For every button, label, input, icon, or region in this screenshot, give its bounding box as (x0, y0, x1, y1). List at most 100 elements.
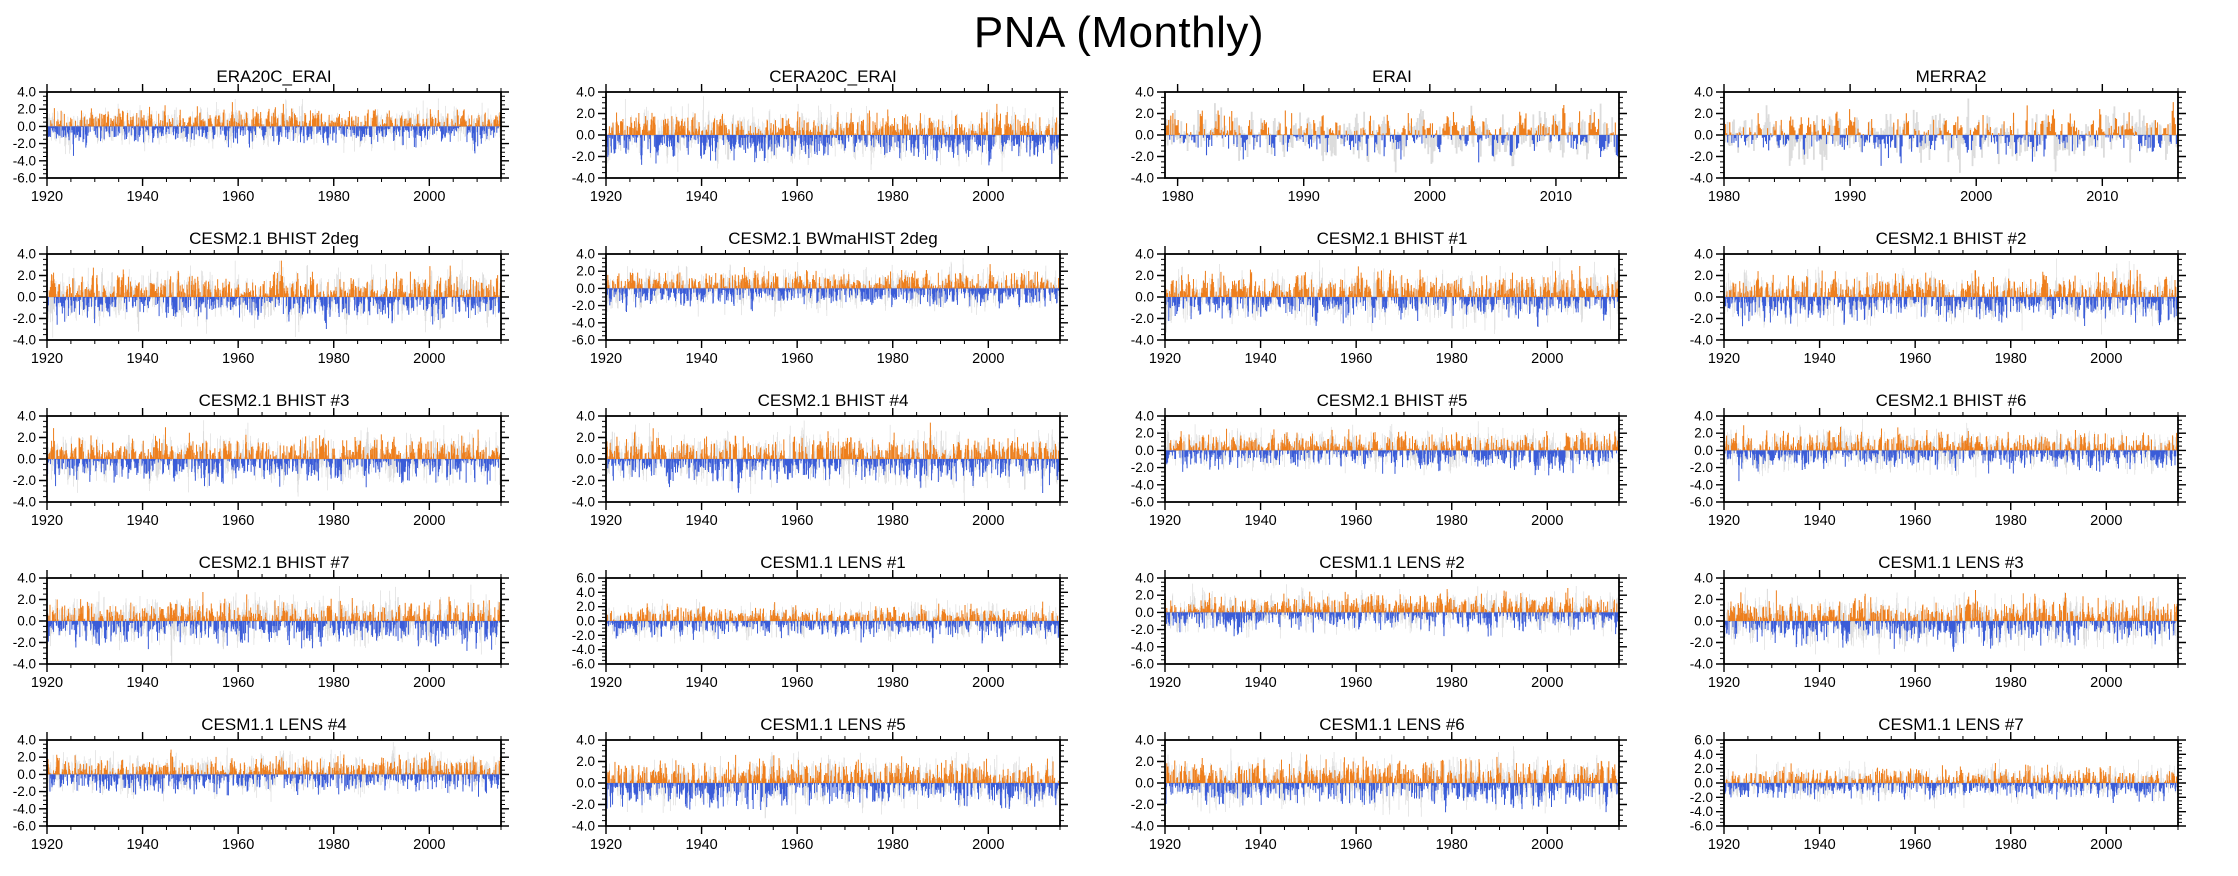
y-tick-label: -6.0 (1131, 495, 1154, 510)
x-tick-label: 1920 (1149, 513, 1181, 529)
panel-plot: CESM2.1 BHIST #5 1920 1940 1960 1980 2000 4.0 2… (1131, 391, 1627, 529)
x-tick-label: 1980 (877, 513, 909, 529)
y-tick-label: 4.0 (17, 247, 36, 262)
y-tick-label: 0.0 (1694, 443, 1713, 458)
y-tick-label: 0.0 (576, 614, 595, 629)
page-title: PNA (Monthly) (973, 8, 1265, 57)
x-tick-label: 1980 (318, 189, 350, 205)
chart-panel: CERA20C_ERAI 1920 1940 1960 1980 2000 4.0 2.0 0.… (560, 66, 1119, 228)
positive-bars (50, 102, 502, 127)
y-tick-label: 6.0 (576, 571, 595, 586)
panel-plot: CESM1.1 LENS #6 1920 1940 1960 1980 2000 4.0 2.… (1131, 715, 1627, 853)
positive-bars (1165, 428, 1620, 451)
x-tick-label: 1960 (1340, 351, 1372, 367)
panel-title: CESM1.1 LENS #2 (1319, 553, 1465, 572)
y-tick-label: -6.0 (1131, 657, 1154, 672)
y-tick-label: -4.0 (1690, 171, 1713, 186)
y-tick-label: 2.0 (576, 106, 595, 121)
x-tick-label: 1980 (1708, 189, 1740, 205)
y-tick-label: -2.0 (13, 784, 36, 799)
y-tick-label: 0.0 (17, 452, 36, 467)
x-tick-label: 1940 (1803, 837, 1835, 853)
y-tick-label: 4.0 (1135, 85, 1154, 100)
y-tick-label: -4.0 (1131, 171, 1154, 186)
x-tick-label: 1920 (590, 837, 622, 853)
x-tick-label: 1980 (1161, 189, 1193, 205)
background-series (46, 742, 502, 802)
positive-bars (1723, 590, 2179, 621)
panel-title: MERRA2 (1916, 67, 1987, 86)
y-tick-label: 2.0 (1694, 268, 1713, 283)
y-tick-label: 4.0 (17, 409, 36, 424)
panel-title: ERA20C_ERAI (216, 67, 331, 86)
x-tick-label: 1960 (1899, 351, 1931, 367)
y-tick-label: -6.0 (572, 333, 595, 348)
x-tick-label: 1920 (31, 837, 63, 853)
panel-title: CESM1.1 LENS #3 (1878, 553, 2024, 572)
y-tick-label: 0.0 (17, 767, 36, 782)
panel-title: CESM1.1 LENS #1 (760, 553, 906, 572)
x-tick-label: 2000 (2090, 675, 2122, 691)
y-tick-label: -4.0 (1690, 477, 1713, 492)
negative-bars (605, 288, 1060, 312)
x-tick-label: 1960 (222, 189, 254, 205)
y-tick-label: -4.0 (13, 801, 36, 816)
y-tick-label: 4.0 (1694, 85, 1713, 100)
major-ticks (39, 84, 509, 186)
y-tick-label: 2.0 (17, 750, 36, 765)
x-tick-label: 1940 (1244, 351, 1276, 367)
x-tick-label: 1940 (685, 351, 717, 367)
x-tick-label: 2000 (413, 189, 445, 205)
x-tick-label: 1940 (126, 675, 158, 691)
y-tick-label: 4.0 (576, 733, 595, 748)
major-ticks (598, 408, 1068, 510)
panel-plot: CESM1.1 LENS #7 1920 1940 1960 1980 2000 6.04.… (1690, 715, 2186, 853)
chart-panel: CESM2.1 BHIST #5 1920 1940 1960 1980 2000 4.0 2… (1119, 390, 1678, 552)
y-tick-label: -4.0 (1131, 333, 1154, 348)
y-tick-label: -4.0 (1131, 477, 1154, 492)
y-tick-label: -4.0 (1690, 804, 1713, 819)
x-tick-label: 2000 (413, 675, 445, 691)
positive-bars (607, 754, 1061, 783)
positive-bars (1164, 587, 1618, 613)
y-tick-label: 0.0 (576, 776, 595, 791)
chart-panel: CESM2.1 BWmaHIST 2deg 1920 1940 1960 1980 200… (560, 228, 1119, 390)
major-ticks (39, 732, 509, 834)
y-tick-label: -2.0 (1690, 635, 1713, 650)
x-tick-label: 1980 (1436, 351, 1468, 367)
y-tick-label: 4.0 (1694, 247, 1713, 262)
y-tick-label: 2.0 (1135, 754, 1154, 769)
major-ticks (1716, 246, 2186, 348)
y-tick-label: -2.0 (572, 298, 595, 313)
x-tick-label: 1980 (1995, 675, 2027, 691)
major-ticks (1157, 246, 1627, 348)
negative-bars (1724, 450, 2179, 482)
x-tick-label: 1920 (1149, 351, 1181, 367)
panel-title: CESM1.1 LENS #4 (201, 715, 347, 734)
panel-title: CESM1.1 LENS #6 (1319, 715, 1465, 734)
x-tick-label: 1980 (318, 837, 350, 853)
x-tick-label: 1960 (222, 675, 254, 691)
y-tick-label: -2.0 (1690, 790, 1713, 805)
y-tick-label: 0.0 (1135, 128, 1154, 143)
x-tick-label: 1920 (590, 675, 622, 691)
panel-title: CESM2.1 BHIST #3 (199, 391, 350, 410)
panel-plot: CESM1.1 LENS #5 1920 1940 1960 1980 2000 4.0 2.… (572, 715, 1068, 853)
x-tick-label: 1980 (1436, 513, 1468, 529)
negative-bars (606, 135, 1060, 166)
x-tick-label: 1960 (781, 189, 813, 205)
chart-panel: CESM2.1 BHIST #2 1920 1940 1960 1980 2000 4.0 2… (1678, 228, 2237, 390)
y-tick-label: 2.0 (17, 592, 36, 607)
negative-bars (1165, 297, 1620, 327)
x-tick-label: 1980 (877, 351, 909, 367)
x-tick-label: 1980 (318, 675, 350, 691)
panel-plot: MERRA2 1980 1990 2000 2010 4.0 2.0 0.0 -2.0 -4.0 (1690, 67, 2186, 205)
chart-panel: CESM1.1 LENS #3 1920 1940 1960 1980 2000 4.0 2.… (1678, 552, 2237, 714)
x-tick-label: 2000 (413, 837, 445, 853)
chart-panel: MERRA2 1980 1990 2000 2010 4.0 2.0 0.0 -2.0 -4.0 (1678, 66, 2237, 228)
y-tick-label: -2.0 (1131, 622, 1154, 637)
y-tick-label: 2.0 (576, 599, 595, 614)
major-ticks (1157, 570, 1627, 672)
chart-panel: CESM2.1 BHIST #7 1920 1940 1960 1980 2000 4.0 2… (1, 552, 560, 714)
x-tick-label: 1960 (1899, 513, 1931, 529)
